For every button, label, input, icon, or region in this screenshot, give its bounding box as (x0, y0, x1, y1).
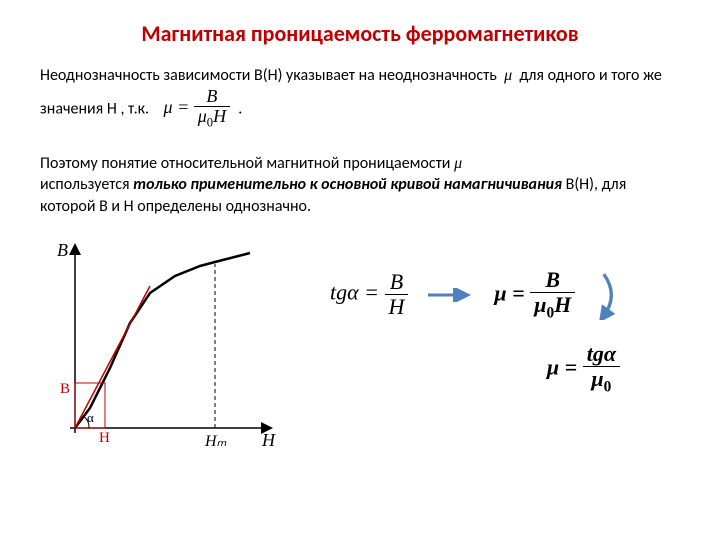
content-row: BHHₘBHα tgα = B H μ = B μ0H (40, 238, 680, 463)
svg-text:B: B (60, 381, 70, 397)
para2-emphasis: только применительно к основной кривой н… (133, 175, 562, 194)
svg-text:α: α (87, 410, 94, 425)
formula-mu-full: μ = B μ0H (494, 268, 575, 323)
mu-symbol-2: μ (454, 155, 462, 172)
arrow-right-icon (426, 288, 476, 302)
mu-3: μ (547, 354, 559, 379)
frac-B-1: B (385, 270, 409, 295)
eq-2: = (512, 280, 525, 305)
para2-text-a: Поэтому понятие относительной магнитной … (40, 154, 450, 173)
svg-text:H: H (99, 430, 110, 446)
eq-3: = (565, 354, 578, 379)
frac-tg: tgα (583, 342, 620, 367)
svg-text:H: H (261, 430, 276, 450)
formula-mu-def: μ = Bμ0H (164, 97, 235, 117)
mu-2: μ (494, 280, 506, 305)
paragraph-1: Неоднозначность зависимости B(H) указыва… (40, 65, 680, 131)
formula-mu-tgalpha: μ = tgα μ0 (547, 342, 620, 397)
formula-row-1: tgα = B H μ = B μ0H (330, 268, 680, 323)
paragraph-2: Поэтому понятие относительной магнитной … (40, 153, 680, 218)
frac-H-1: H (385, 295, 409, 319)
curved-arrow-icon (593, 270, 623, 320)
frac-den-3: μ0 (583, 367, 620, 396)
eq-1: = (364, 280, 379, 305)
formula-row-2: μ = tgα μ0 (330, 342, 680, 397)
formula-tgalpha: tgα = B H (330, 270, 408, 319)
frac-B-2: B (530, 268, 575, 293)
svg-text:B: B (57, 240, 68, 260)
frac-den-2: μ0H (530, 293, 575, 322)
chart-column: B H Hₘ B Hα (40, 238, 300, 463)
mu-symbol-1: μ (504, 67, 512, 84)
tg-label: tgα (330, 280, 359, 305)
svg-text:Hₘ: Hₘ (204, 433, 227, 450)
formula-column: tgα = B H μ = B μ0H (300, 238, 680, 417)
para2-text-b: используется (40, 175, 130, 194)
para1-text-a: Неоднозначность зависимости B(H) указыва… (40, 66, 497, 85)
bh-chart: B H Hₘ B Hα (40, 238, 280, 458)
page-title: Магнитная проницаемость ферромагнетиков (40, 20, 680, 47)
